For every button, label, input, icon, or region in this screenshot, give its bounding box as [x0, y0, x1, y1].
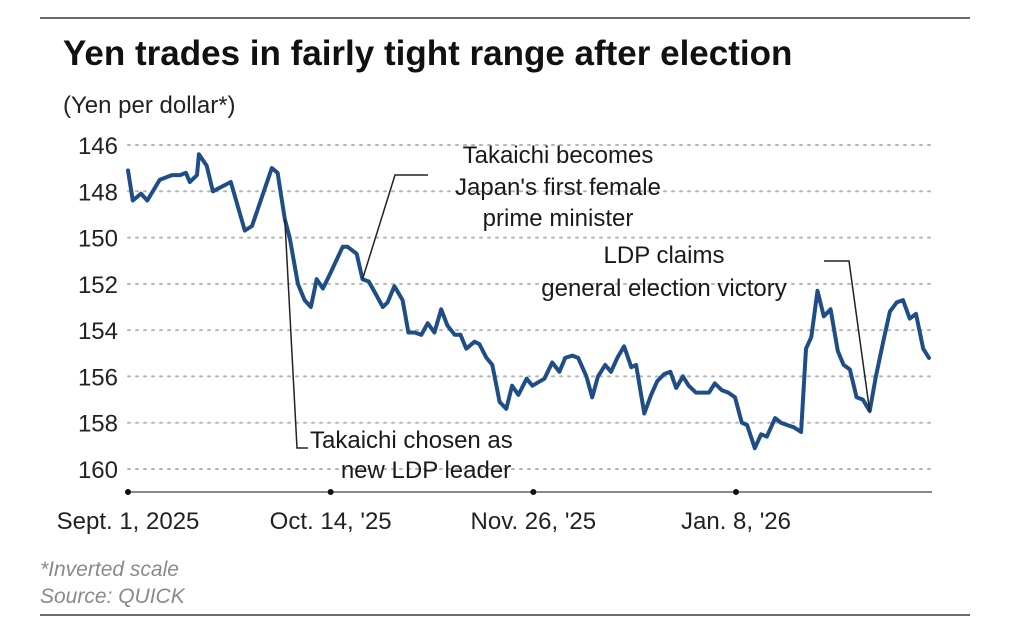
- x-tick-label: Sept. 1, 2025: [57, 508, 200, 535]
- annotation-text: LDP claims: [604, 242, 725, 269]
- y-tick-label: 152: [78, 272, 118, 299]
- x-tick-mark: [733, 489, 739, 495]
- y-tick-label: 154: [78, 318, 118, 345]
- y-tick-label: 146: [78, 133, 118, 160]
- annotation-text: prime minister: [483, 205, 634, 232]
- inverted-scale-note: *Inverted scale: [40, 558, 179, 581]
- annotation-leader-line: [361, 174, 428, 280]
- annotation-leader-line: [824, 260, 871, 412]
- annotation-text: Takaichi becomes: [463, 142, 654, 169]
- y-tick-label: 150: [78, 226, 118, 253]
- y-axis-unit-label: (Yen per dollar*): [63, 92, 236, 119]
- chart-title: Yen trades in fairly tight range after e…: [63, 34, 793, 73]
- x-tick-mark: [327, 489, 334, 495]
- y-tick-label: 160: [78, 457, 118, 484]
- x-tick-label: Jan. 8, '26: [681, 508, 791, 535]
- x-tick-mark: [125, 489, 131, 495]
- y-tick-label: 156: [78, 364, 118, 391]
- bottom-rule: [40, 614, 970, 616]
- x-tick-label: Nov. 26, '25: [471, 508, 597, 535]
- annotation-text: new LDP leader: [341, 457, 511, 484]
- top-rule: [40, 17, 970, 19]
- x-tick-mark: [530, 489, 537, 495]
- y-tick-label: 148: [78, 179, 118, 206]
- series-line-yen-per-dollar: [126, 152, 931, 451]
- source-note: Source: QUICK: [40, 585, 185, 608]
- x-tick-label: Oct. 14, '25: [270, 508, 392, 535]
- annotation-text: Takaichi chosen as: [310, 427, 513, 454]
- annotation-text: general election victory: [541, 275, 786, 302]
- annotation-text: Japan's first female: [455, 174, 661, 201]
- y-tick-label: 158: [78, 411, 118, 438]
- annotation-leader-line: [284, 219, 308, 449]
